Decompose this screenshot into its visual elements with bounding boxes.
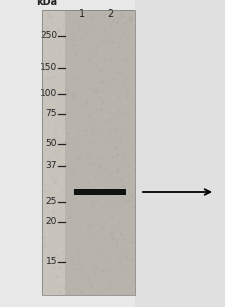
- Text: 150: 150: [40, 64, 57, 72]
- Text: 15: 15: [45, 258, 57, 266]
- Bar: [42, 10, 135, 295]
- Bar: [42, 10, 65, 295]
- Text: 25: 25: [46, 197, 57, 207]
- Text: 100: 100: [40, 90, 57, 99]
- Text: 37: 37: [45, 161, 57, 170]
- Text: 50: 50: [45, 139, 57, 149]
- Text: kDa: kDa: [36, 0, 57, 7]
- Bar: [135, 0, 225, 307]
- Text: 1: 1: [79, 9, 85, 19]
- Text: 20: 20: [46, 217, 57, 227]
- Bar: [65, 10, 135, 295]
- Text: 2: 2: [107, 9, 113, 19]
- Text: 250: 250: [40, 32, 57, 41]
- Bar: [74, 189, 126, 195]
- Text: 75: 75: [45, 110, 57, 119]
